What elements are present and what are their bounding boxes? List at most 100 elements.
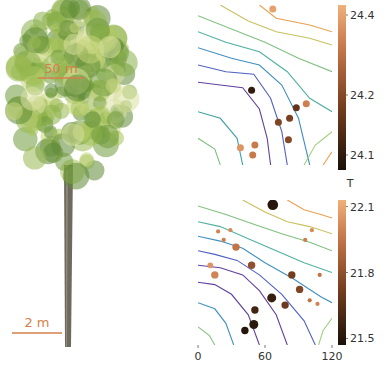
leaf-cluster bbox=[21, 87, 45, 111]
colorbar-tick-label: 21.8 bbox=[350, 267, 375, 280]
sample-point bbox=[296, 286, 303, 293]
contour-line bbox=[259, 5, 332, 32]
contour-line bbox=[198, 222, 332, 273]
contour-line bbox=[198, 48, 310, 165]
colorbar-tick bbox=[346, 15, 348, 16]
sample-point bbox=[288, 271, 295, 278]
scale-line bbox=[38, 77, 84, 79]
sample-point bbox=[248, 87, 255, 94]
colorbar bbox=[338, 200, 346, 345]
leaf-cluster bbox=[91, 125, 110, 144]
colorbar-label: T bbox=[346, 177, 354, 190]
contour-line bbox=[198, 265, 287, 345]
sample-point bbox=[216, 229, 220, 233]
sample-point bbox=[232, 243, 239, 250]
leaf-cluster bbox=[99, 36, 121, 58]
leaf-cluster bbox=[27, 125, 38, 136]
sample-point bbox=[241, 327, 248, 334]
contour-line bbox=[220, 5, 332, 45]
leaf-cluster bbox=[23, 146, 46, 169]
leaf-cluster bbox=[5, 102, 23, 120]
contour-line bbox=[243, 200, 332, 234]
sample-point bbox=[281, 301, 288, 308]
leaf-cluster bbox=[63, 163, 90, 190]
sample-point bbox=[249, 152, 256, 159]
leaf-cluster bbox=[60, 0, 80, 19]
sample-point bbox=[207, 262, 213, 268]
colorbar-tick bbox=[346, 155, 348, 156]
sample-point bbox=[303, 238, 307, 242]
leaf-cluster bbox=[50, 24, 60, 34]
colorbar-tick-label: 21.5 bbox=[350, 332, 375, 345]
x-tick-label: 120 bbox=[322, 350, 343, 363]
leaf-cluster bbox=[62, 123, 85, 146]
sample-point bbox=[286, 115, 293, 122]
panel: 24.4 24.2 24.1 T bbox=[198, 5, 375, 190]
sample-point bbox=[310, 228, 314, 232]
sample-point bbox=[275, 119, 282, 126]
sample-point bbox=[248, 262, 255, 269]
leaf-cluster bbox=[106, 78, 121, 93]
contour-line bbox=[198, 16, 332, 72]
colorbar bbox=[338, 5, 346, 170]
contour-line bbox=[304, 132, 332, 165]
sample-point bbox=[268, 200, 279, 210]
colorbar-tick-label: 24.1 bbox=[350, 149, 375, 162]
sample-point bbox=[228, 228, 232, 232]
sample-point bbox=[318, 273, 322, 277]
sample-point bbox=[285, 136, 292, 143]
scale-line bbox=[12, 332, 62, 334]
tree: 50 m 2 m bbox=[5, 0, 140, 347]
trunk-highlight bbox=[66, 165, 68, 347]
contour-line bbox=[198, 65, 287, 165]
sample-point bbox=[269, 6, 276, 13]
colorbar-tick-label: 24.4 bbox=[350, 9, 375, 22]
contour-line bbox=[198, 327, 215, 345]
leaf-cluster bbox=[107, 111, 125, 129]
contour-line bbox=[198, 206, 332, 251]
x-tick bbox=[332, 345, 333, 348]
contour-line bbox=[198, 138, 220, 165]
sample-point bbox=[251, 306, 258, 313]
figure: 50 m 2 m 24.4 24.2 24.1 T 22.1 21.8 21.5 0 60 120 bbox=[0, 0, 388, 374]
contour-line bbox=[198, 112, 243, 165]
sample-point bbox=[251, 142, 258, 149]
colorbar-tick-label: 22.1 bbox=[350, 201, 375, 214]
colorbar-tick bbox=[346, 338, 348, 339]
colorbar-tick bbox=[346, 206, 348, 207]
colorbar-tick-label: 24.2 bbox=[350, 89, 375, 102]
contour-line bbox=[198, 82, 271, 165]
sample-point bbox=[308, 298, 312, 302]
plot-area bbox=[198, 5, 332, 165]
scale-label: 50 m bbox=[44, 61, 77, 76]
sample-point bbox=[222, 238, 226, 242]
plot-area bbox=[198, 200, 332, 345]
x-tick bbox=[198, 345, 199, 348]
leaf-cluster bbox=[46, 87, 57, 98]
scale-label: 2 m bbox=[24, 315, 49, 330]
panel: 22.1 21.8 21.5 0 60 120 bbox=[195, 200, 375, 364]
colorbar-tick bbox=[346, 272, 348, 273]
trunk bbox=[64, 165, 73, 347]
sample-point bbox=[267, 293, 276, 302]
leaf-cluster bbox=[42, 13, 55, 26]
x-tick bbox=[265, 345, 266, 348]
leaf-cluster bbox=[6, 55, 32, 81]
leaf-cluster bbox=[84, 111, 101, 128]
sample-point bbox=[237, 144, 244, 151]
contour-line bbox=[198, 251, 315, 345]
leaf-cluster bbox=[70, 22, 81, 33]
contour-line bbox=[198, 282, 259, 345]
contour-line bbox=[323, 152, 332, 165]
contour-line bbox=[198, 303, 234, 345]
contour-line bbox=[287, 200, 332, 218]
sample-point bbox=[211, 271, 218, 278]
sample-point bbox=[303, 100, 310, 107]
contour-line bbox=[319, 318, 332, 345]
leaf-cluster bbox=[28, 36, 41, 49]
contour-line bbox=[198, 236, 332, 302]
x-tick-label: 0 bbox=[195, 350, 202, 363]
colorbar-tick bbox=[346, 95, 348, 96]
sample-point bbox=[315, 302, 319, 306]
x-tick-label: 60 bbox=[258, 350, 272, 363]
